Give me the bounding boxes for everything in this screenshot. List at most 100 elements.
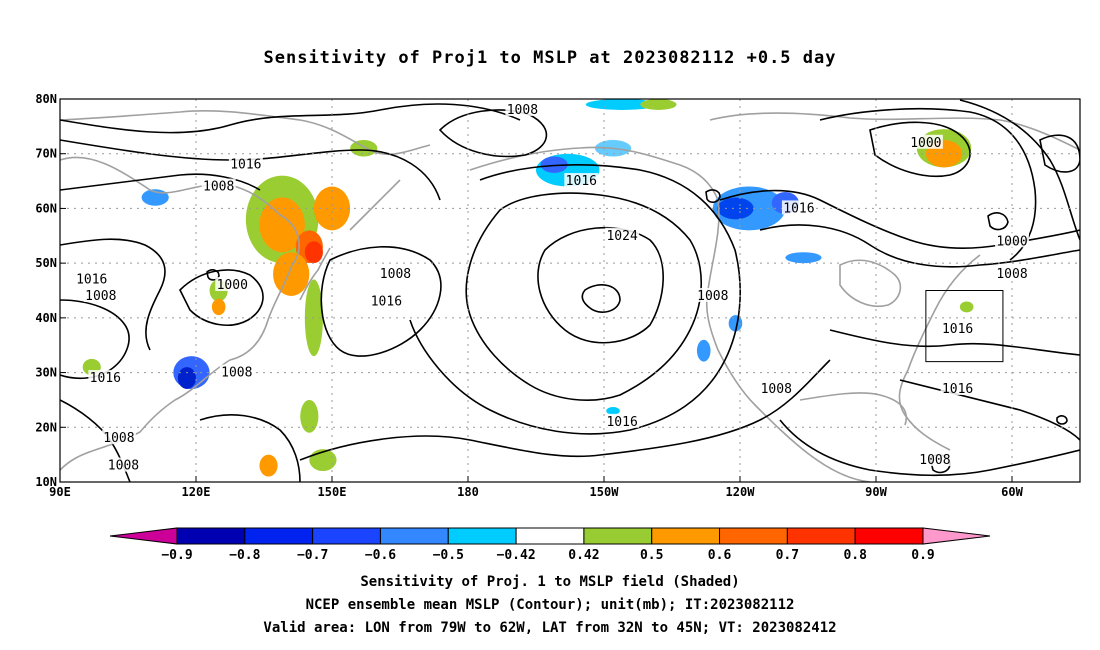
contour-label: 1008 [507, 103, 538, 118]
coastline-kamchatka [349, 179, 401, 231]
sensitivity-patch-31 [606, 407, 620, 415]
colorbar-label: −0.8 [229, 548, 260, 563]
contour-line [179, 269, 264, 326]
colorbar-label: −0.7 [297, 548, 328, 563]
contour-line [829, 329, 1080, 356]
sensitivity-patch-5 [313, 186, 351, 231]
colorbar-swatch [786, 527, 856, 545]
contour-label-bg [201, 178, 236, 193]
contour-label: 1000 [996, 234, 1027, 249]
sensitivity-patch-8 [259, 454, 278, 477]
lat-tick-label: 80N [35, 92, 57, 106]
contour-label-bg [369, 293, 404, 308]
contour-label: 1016 [371, 294, 402, 309]
contour-label: 1016 [90, 371, 121, 386]
colorbar-swatch [651, 527, 721, 545]
contour-line [819, 107, 1037, 261]
contour-line [199, 414, 301, 482]
colorbar-swatch [719, 527, 788, 545]
contour-label: 1008 [108, 459, 139, 474]
sensitivity-patch-10 [350, 140, 378, 157]
contour-label: 1016 [606, 415, 637, 430]
colorbar-label: 0.9 [911, 548, 934, 563]
contour-line [60, 299, 130, 380]
contour-label-bg [215, 277, 250, 292]
sensitivity-patch-21 [540, 156, 568, 173]
contour-label: 1024 [606, 229, 637, 244]
page-title: Sensitivity of Proj1 to MSLP at 20230821… [263, 48, 837, 68]
contour-line [409, 164, 741, 435]
contour-label-bg [695, 287, 730, 302]
contour-line [899, 379, 1080, 441]
footer-line-1: Sensitivity of Proj. 1 to MSLP field (Sh… [360, 574, 740, 590]
contour-label-bg [88, 370, 123, 385]
axis-ticks: 90E 120E 150E 180 150W 120W 90W 60W 80N 70N 60N 50N… [35, 92, 1023, 499]
coastline-japan [299, 247, 331, 301]
contour-label: 1008 [697, 289, 728, 304]
colorbar-swatch [379, 527, 449, 545]
contour-label-bg [228, 156, 263, 171]
lon-tick-label: 60W [1001, 485, 1023, 499]
colorbar-swatch [244, 527, 314, 545]
contour-label: 1000 [217, 278, 248, 293]
contour-line [779, 419, 1080, 477]
footer-line-3: Valid area: LON from 79W to 62W, LAT fro… [263, 620, 837, 636]
coastline-north-america [709, 112, 1080, 151]
contour-label-bg [219, 364, 254, 379]
contour-line [206, 269, 220, 281]
contour-label: 1016 [230, 158, 261, 173]
lat-tick-label: 20N [35, 420, 57, 434]
contour-label-bg [995, 266, 1029, 281]
contour-line [465, 192, 703, 401]
contour-line [1056, 415, 1068, 425]
contour-line [1039, 134, 1080, 173]
contour-line [759, 224, 1080, 268]
contour-label-bg [83, 287, 118, 302]
colorbar-swatch [854, 527, 924, 545]
coastline-hudson [839, 259, 902, 307]
contour-label: 1008 [996, 267, 1027, 282]
colorbar-swatch [447, 527, 517, 545]
contour-label-bg [940, 380, 975, 395]
contour-label-bg [505, 101, 540, 116]
contour-label: 1016 [566, 174, 597, 189]
lon-tick-label: 180 [457, 485, 479, 499]
colorbar-label: 0.6 [708, 548, 732, 563]
sensitivity-patch-1 [259, 197, 305, 253]
lat-tick-label: 40N [35, 311, 57, 325]
lon-tick-label: 90W [865, 485, 887, 499]
sensitivity-patch-16 [211, 298, 226, 316]
sensitivity-patch-27 [785, 252, 822, 264]
coastline-west-coast [705, 199, 871, 482]
colorbar-label: 0.7 [776, 548, 799, 563]
coastline-gulf [799, 392, 907, 426]
contour-label-bg [781, 200, 816, 215]
contour-label: 1016 [783, 201, 814, 216]
contour-label-bg [759, 380, 794, 395]
contour-label-bg [605, 413, 640, 428]
colorbar-swatch [312, 527, 381, 545]
valid-area-box [925, 290, 1004, 363]
contour-label: 1008 [103, 431, 134, 446]
contour-label-bg [605, 227, 640, 242]
contour-label-bg [940, 320, 975, 335]
contour-line [60, 238, 166, 351]
lat-tick-label: 30N [35, 366, 57, 380]
contour-label: 1008 [919, 453, 950, 468]
mslp-contours [60, 99, 1080, 482]
colorbar-min-triangle [109, 527, 178, 545]
contour-label: 1016 [942, 322, 973, 337]
sensitivity-patch-18 [717, 197, 754, 220]
sensitivity-patch-25 [696, 339, 711, 362]
sensitivity-patch-24 [640, 99, 677, 110]
colorbar-swatch [515, 527, 585, 545]
contour-label: 1008 [761, 382, 792, 397]
colorbar-label: 0.5 [640, 548, 663, 563]
contour-label-bg [908, 134, 943, 149]
coastline-alaska [469, 146, 719, 201]
contour-label-bg [106, 457, 141, 472]
contour-line [869, 121, 971, 178]
contour-line [959, 99, 1080, 241]
contour-line [581, 284, 621, 313]
lon-tick-label: 90E [49, 485, 71, 499]
